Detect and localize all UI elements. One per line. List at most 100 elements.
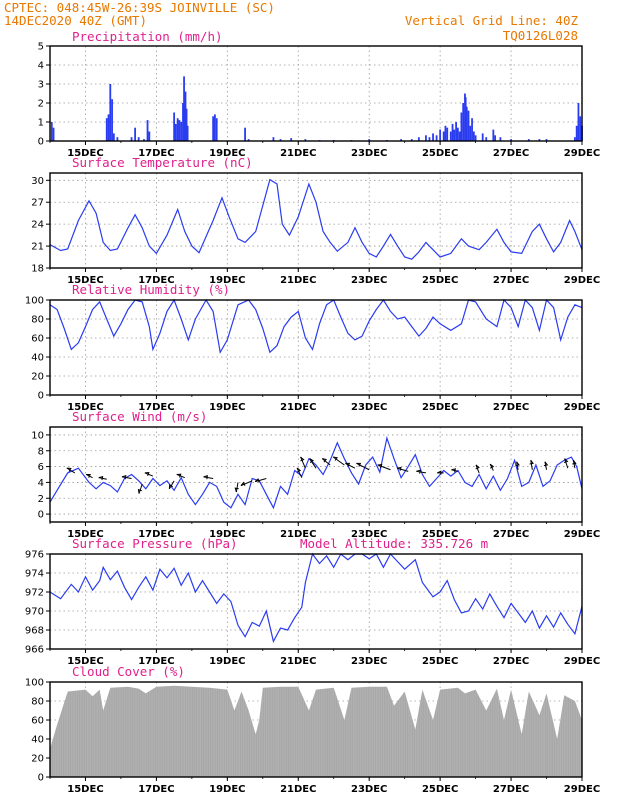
x-tick-label: 17DEC (138, 529, 174, 540)
precip-bar (464, 97, 467, 141)
panels: Precipitation (mm/h) 0 1 2 3 4 5 15DEC 17DEC 19DE… (25, 29, 600, 795)
precip-bar (577, 103, 580, 141)
precip-bar (178, 120, 181, 141)
wind-arrowhead (377, 464, 383, 469)
panel-4: Surface Wind (m/s) 0 2 4 6 8 10 15DEC 17DEC 19DEC… (31, 409, 600, 540)
x-tick-label: 29DEC (564, 148, 600, 159)
x-tick-label: 23DEC (351, 529, 387, 540)
precip-bar (579, 116, 582, 141)
y-tick-label: 6 (38, 462, 44, 473)
precip-bar (458, 131, 461, 141)
wind-vector (168, 480, 175, 490)
precip-bar (130, 137, 133, 141)
precip-bar (474, 135, 477, 141)
wind-vector (144, 472, 154, 477)
panel-title: Cloud Cover (%) (72, 664, 185, 679)
wind-arrowhead (144, 472, 150, 477)
wind-arrowhead (98, 475, 104, 481)
precip-bar (527, 139, 530, 141)
x-tick-label: 25DEC (422, 402, 458, 413)
wind-arrowhead (451, 468, 457, 473)
x-tick-label: 27DEC (493, 148, 529, 159)
precip-bar (432, 133, 434, 141)
y-tick-label: 970 (25, 607, 44, 618)
wind-arrowhead (543, 461, 549, 467)
precip-bar (446, 127, 449, 141)
precip-bar (467, 110, 470, 141)
wind-arrowhead (489, 463, 495, 469)
precip-bar (247, 139, 250, 141)
wind-arrowhead (396, 466, 402, 471)
x-tick-label: 27DEC (493, 275, 529, 286)
header-location: CPTEC: 048:45W-26:39S JOINVILLE (SC) (4, 0, 275, 15)
y-tick-label: 60 (31, 716, 44, 727)
panel-frame (49, 299, 583, 396)
precip-bar (112, 133, 115, 141)
wind-vector (240, 480, 253, 487)
wind-arrowhead (254, 478, 260, 483)
panel-title: Surface Wind (m/s) (72, 409, 207, 424)
precip-bar (538, 139, 541, 141)
panel-title: Relative Humidity (%) (72, 282, 230, 297)
x-tick-label: 29DEC (564, 402, 600, 413)
precip-bar (368, 139, 371, 141)
wind-vector (530, 460, 533, 470)
wind-arrowhead (240, 481, 246, 487)
x-tick-label: 23DEC (351, 402, 387, 413)
precip-bar (460, 112, 463, 141)
precip-bar (185, 108, 188, 141)
wind-arrowhead (176, 473, 182, 478)
y-tick-label: 976 (25, 550, 44, 561)
precip-bar (105, 118, 108, 141)
precip-bar (272, 137, 275, 141)
precip-bar (451, 123, 454, 141)
precip-bar (212, 116, 215, 141)
x-tick-label: 15DEC (67, 784, 103, 795)
y-tick-label: 2 (38, 494, 44, 505)
precip-bar (148, 131, 151, 141)
wind-vector (332, 456, 345, 466)
panel-5: Surface Pressure (hPa) Model Altitude: 33… (25, 536, 600, 667)
header-code: TQ0126L028 (503, 28, 578, 43)
precip-bar (485, 137, 488, 141)
precip-bar (492, 129, 495, 141)
wind-vector (300, 456, 306, 469)
precip-bar (183, 76, 185, 141)
y-tick-label: 4 (38, 478, 44, 489)
x-tick-label: 21DEC (280, 148, 316, 159)
precip-bar (52, 127, 55, 141)
x-tick-label: 15DEC (67, 148, 103, 159)
precip-bar (400, 139, 403, 141)
wind-arrowhead (563, 458, 569, 464)
wind-arrowhead (86, 473, 91, 478)
x-tick-label: 23DEC (351, 148, 387, 159)
y-tick-label: 0 (38, 773, 44, 784)
wind-vector (138, 483, 143, 494)
x-tick-label: 29DEC (564, 784, 600, 795)
x-tick-label: 17DEC (138, 275, 174, 286)
x-tick-label: 15DEC (67, 529, 103, 540)
series-line (49, 435, 583, 510)
y-tick-label: 20 (31, 372, 44, 383)
x-tick-label: 25DEC (422, 148, 458, 159)
wind-vector (203, 476, 214, 479)
y-tick-label: 18 (31, 264, 44, 275)
x-tick-label: 15DEC (67, 656, 103, 667)
panel-1: Precipitation (mm/h) 0 1 2 3 4 5 15DEC 17DEC 19DE… (38, 29, 601, 159)
wind-arrowhead (300, 456, 305, 462)
x-tick-label: 25DEC (422, 656, 458, 667)
precip-bar (481, 133, 484, 141)
y-tick-label: 40 (31, 735, 44, 746)
x-tick-label: 17DEC (138, 656, 174, 667)
precip-bar (290, 138, 293, 141)
x-tick-label: 29DEC (564, 656, 600, 667)
x-tick-label: 23DEC (351, 656, 387, 667)
y-tick-label: 100 (25, 678, 44, 689)
y-tick-label: 60 (31, 334, 44, 345)
x-tick-label: 27DEC (493, 784, 529, 795)
precip-bar (455, 122, 457, 141)
precip-bar (449, 131, 452, 141)
wind-arrowhead (345, 462, 351, 467)
panel-title: Surface Pressure (hPa) (72, 536, 238, 551)
